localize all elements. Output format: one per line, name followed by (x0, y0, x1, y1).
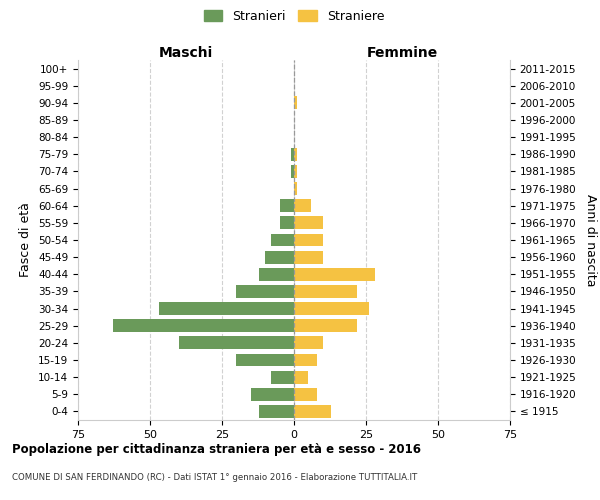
Bar (294, 250, 323, 264)
Bar (294, 234, 323, 246)
Bar (271, 370, 294, 384)
Bar (259, 268, 294, 280)
Bar (236, 285, 294, 298)
Bar (294, 182, 297, 195)
Bar (294, 302, 369, 315)
Text: COMUNE DI SAN FERDINANDO (RC) - Dati ISTAT 1° gennaio 2016 - Elaborazione TUTTIT: COMUNE DI SAN FERDINANDO (RC) - Dati IST… (12, 472, 417, 482)
Bar (271, 234, 294, 246)
Bar (259, 405, 294, 418)
Bar (294, 354, 317, 366)
Bar (280, 200, 294, 212)
Bar (158, 302, 294, 315)
Bar (294, 200, 311, 212)
Bar (294, 216, 323, 230)
Bar (113, 320, 294, 332)
Bar (251, 388, 294, 400)
Bar (294, 165, 297, 178)
Bar (294, 388, 317, 400)
Bar (294, 336, 323, 349)
Bar (179, 336, 294, 349)
Bar (280, 216, 294, 230)
Bar (294, 370, 308, 384)
Bar (294, 285, 358, 298)
Y-axis label: Anni di nascita: Anni di nascita (584, 194, 598, 286)
Bar (294, 320, 358, 332)
Legend: Stranieri, Straniere: Stranieri, Straniere (199, 5, 389, 28)
Y-axis label: Fasce di età: Fasce di età (19, 202, 32, 278)
Bar (291, 148, 294, 160)
Text: Maschi: Maschi (159, 46, 213, 60)
Bar (294, 268, 374, 280)
Bar (294, 96, 297, 110)
Bar (294, 148, 297, 160)
Bar (294, 405, 331, 418)
Bar (265, 250, 294, 264)
Bar (291, 165, 294, 178)
Text: Popolazione per cittadinanza straniera per età e sesso - 2016: Popolazione per cittadinanza straniera p… (12, 442, 421, 456)
Bar (236, 354, 294, 366)
Text: Femmine: Femmine (367, 46, 437, 60)
